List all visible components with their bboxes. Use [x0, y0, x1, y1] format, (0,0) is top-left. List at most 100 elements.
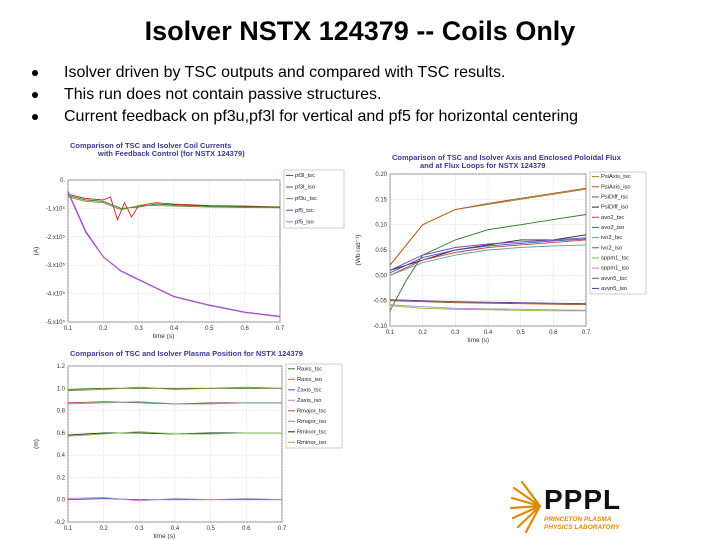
series-line [67, 196, 281, 211]
legend-entry: PsiDiff_tsc [601, 194, 628, 200]
y-tick-label: 0.00 [375, 273, 387, 279]
y-tick-label: 0. [60, 178, 65, 184]
series-line [389, 305, 586, 312]
x-tick-label: 0.3 [451, 330, 460, 336]
x-tick-label: 0.6 [240, 326, 249, 332]
y-tick-label: 0.20 [375, 172, 387, 178]
series-line [389, 299, 587, 305]
bullet-item: This run does not contain passive struct… [30, 84, 578, 106]
coil-currents-plot: Comparison of TSC and Isolver Coil Curre… [30, 140, 350, 340]
bullet-item: Current feedback on pf3u,pf3l for vertic… [30, 106, 578, 128]
y-tick-label: 0.4 [57, 453, 66, 459]
legend-entry: ivo2_tsc [601, 235, 622, 241]
legend-entry: avo2_tsc [601, 215, 624, 221]
bullet-item: Isolver driven by TSC outputs and compar… [30, 62, 578, 84]
series-line [389, 239, 587, 276]
y-tick-label: 1.0 [57, 386, 66, 392]
series-line [67, 386, 283, 391]
series-line [389, 214, 587, 312]
series-line [67, 191, 281, 317]
legend-entry: pf3l_iso [295, 185, 315, 191]
y-tick-label: -5.x10⁵ [46, 319, 66, 326]
y-tick-label: 0.6 [57, 431, 66, 437]
slide-title: Isolver NSTX 124379 -- Coils Only [144, 16, 576, 46]
legend-entry: pf3l_tsc [295, 173, 315, 179]
legend-entry: ivo2_iso [601, 245, 622, 251]
pppl-logo: PPPL PRINCETON PLASMA PHYSICS LABORATORY [510, 478, 630, 534]
x-tick-label: 0.7 [276, 326, 285, 332]
x-tick-label: 0.4 [484, 330, 493, 336]
x-axis-label: time (s) [467, 337, 489, 344]
y-tick-label: -4.x10⁵ [46, 291, 66, 298]
legend-entry: Rmajor_tsc [297, 408, 326, 414]
x-tick-label: 0.4 [171, 526, 180, 532]
y-tick-label: 0.10 [375, 223, 387, 229]
y-tick-label: -0.2 [55, 520, 66, 526]
legend-entry: Raxis_iso [297, 377, 322, 383]
legend-entry: Rminor_tsc [297, 429, 326, 435]
x-tick-label: 0.6 [242, 526, 251, 532]
x-tick-label: 0.3 [135, 526, 144, 532]
y-tick-label: 0.8 [57, 409, 66, 415]
x-tick-label: 0.7 [278, 526, 287, 532]
legend-entry: avvn5_tsc [601, 276, 627, 282]
legend-entry: sppm1_iso [601, 266, 629, 272]
poloidal-flux-plot: Comparison of TSC and Isolver Axis and E… [352, 152, 648, 344]
legend-entry: PsiAxis_iso [601, 184, 631, 190]
y-axis-label: (A) [33, 247, 40, 256]
chart-title: Comparison of TSC and Isolver Coil Curre… [70, 141, 231, 150]
legend-box [283, 169, 345, 229]
series-line [389, 304, 587, 311]
x-tick-label: 0.1 [64, 326, 73, 332]
chart-svg: Comparison of TSC and Isolver Plasma Pos… [33, 349, 343, 540]
series-line [389, 237, 587, 271]
chart-svg: Comparison of TSC and Isolver Axis and E… [355, 153, 647, 344]
legend-entry: pf5_iso [295, 219, 314, 225]
x-axis-label: time (s) [153, 333, 175, 340]
legend-box [285, 363, 343, 449]
pppl-sunburst-icon [510, 480, 542, 534]
legend-entry: avvn5_iso [601, 286, 627, 292]
y-tick-label: 0.0 [57, 498, 66, 504]
legend-entry: PsiAxis_tsc [601, 174, 631, 180]
chart-svg: Comparison of TSC and Isolver Coil Curre… [33, 141, 345, 340]
plasma-position-plot: Comparison of TSC and Isolver Plasma Pos… [30, 348, 348, 540]
series-line [67, 498, 282, 501]
chart-subtitle: with Feedback Control (for NSTX 124379) [97, 149, 245, 158]
y-tick-label: -1.x10⁵ [46, 205, 66, 212]
legend-box [589, 171, 647, 295]
y-axis-label: (m) [33, 439, 40, 449]
logo-subtitle: PRINCETON PLASMA PHYSICS LABORATORY [544, 516, 619, 532]
y-tick-label: 0.05 [375, 248, 387, 254]
legend-entry: Zaxis_tsc [297, 387, 322, 393]
legend-entry: sppm1_tsc [601, 255, 629, 261]
x-tick-label: 0.5 [205, 326, 214, 332]
series-line [67, 497, 283, 502]
x-tick-label: 0.1 [386, 330, 395, 336]
x-tick-label: 0.7 [582, 330, 591, 336]
series-line [67, 401, 282, 405]
logo-subtitle-line: PHYSICS LABORATORY [544, 524, 620, 531]
y-tick-label: -0.10 [373, 324, 387, 330]
chart-subtitle: and at Flux Loops for NSTX 124379 [420, 161, 545, 170]
logo-wordmark: PPPL [544, 484, 622, 515]
series-line [389, 300, 587, 306]
x-tick-label: 0.2 [418, 330, 427, 336]
legend-entry: PsiDiff_iso [601, 205, 628, 211]
logo-subtitle-line: PRINCETON PLASMA [544, 516, 612, 523]
x-tick-label: 0.6 [549, 330, 558, 336]
chart-title: Comparison of TSC and Isolver Plasma Pos… [70, 349, 303, 358]
series-line [389, 187, 587, 266]
legend-entry: Rminor_iso [297, 440, 326, 446]
x-tick-label: 0.1 [64, 526, 73, 532]
legend-entry: Raxis_tsc [297, 366, 322, 372]
legend-entry: Rmajor_iso [297, 419, 326, 425]
legend-entry: avo2_iso [601, 225, 624, 231]
y-tick-label: 0.15 [375, 197, 387, 203]
series-line [67, 387, 282, 390]
x-tick-label: 0.3 [134, 326, 143, 332]
x-tick-label: 0.2 [99, 526, 108, 532]
series-line [67, 431, 282, 437]
y-tick-label: -3.x10⁵ [46, 262, 66, 269]
series-line [389, 238, 587, 274]
